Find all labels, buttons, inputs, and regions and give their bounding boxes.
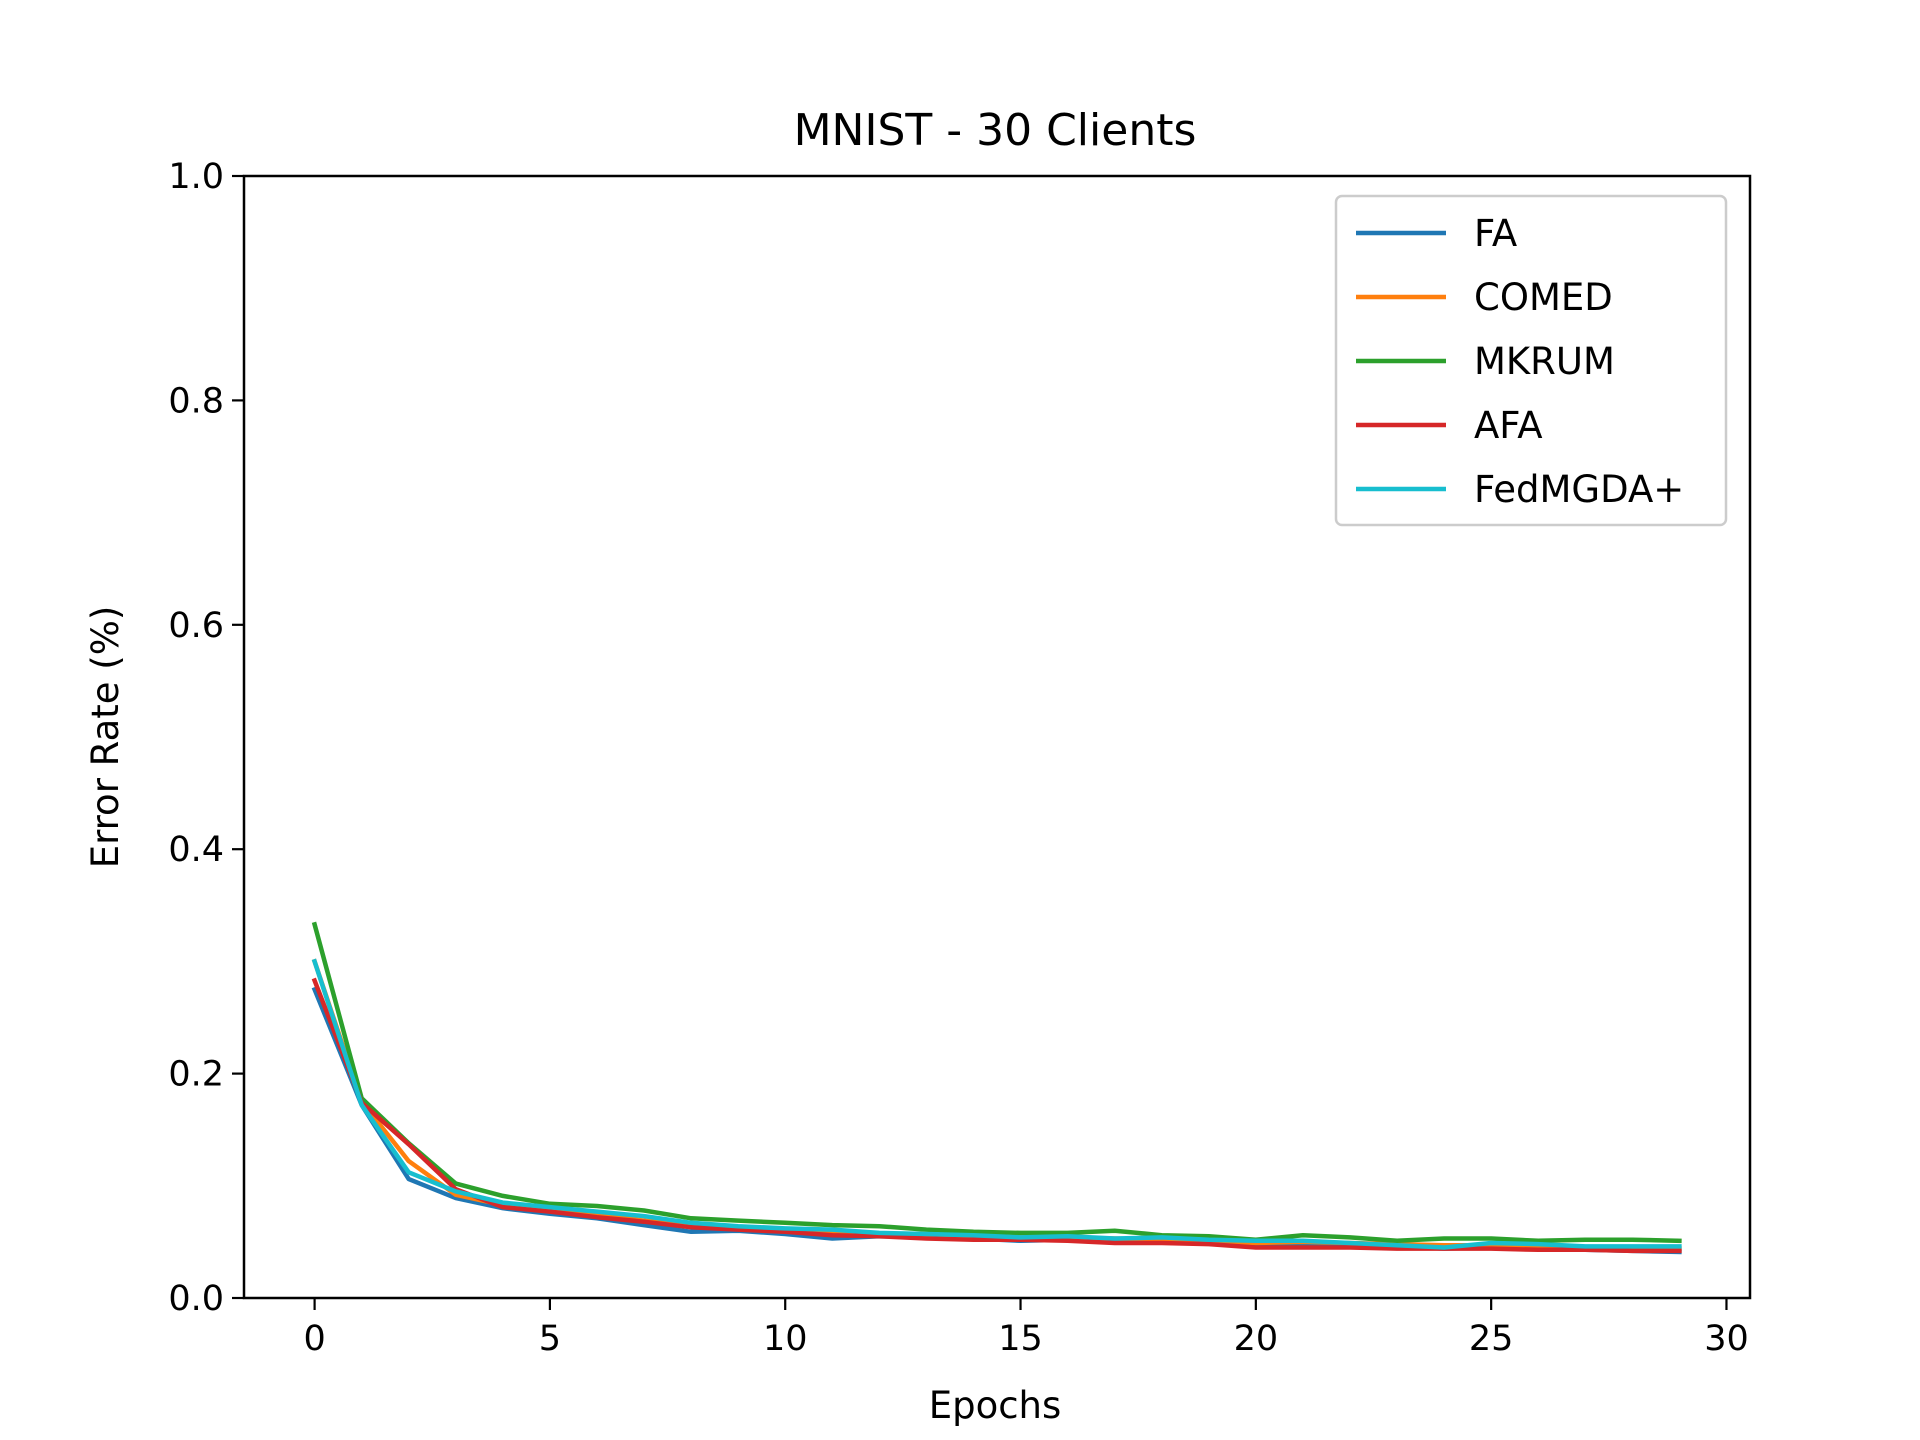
y-axis: 0.0 0.2 0.4 0.6 0.8 1.0: [168, 157, 244, 1319]
legend-label-4: FedMGDA+: [1474, 468, 1684, 511]
legend-box: [1334, 194, 1728, 527]
y-tick-label: 1.0: [168, 157, 224, 197]
y-tick-label: 0.8: [168, 381, 224, 421]
x-tick-label: 30: [1704, 1319, 1749, 1359]
y-tick-label: 0.0: [168, 1279, 224, 1319]
x-tick-label: 5: [539, 1319, 561, 1359]
plot-frame: [242, 174, 1752, 1300]
x-tick-label: 0: [303, 1319, 325, 1359]
x-axis-title: Epochs: [929, 1384, 1062, 1427]
y-axis-title: Error Rate (%): [84, 606, 127, 869]
x-tick-label: 10: [763, 1319, 808, 1359]
legend-label-0: FA: [1474, 212, 1517, 255]
series-line-3: [311, 977, 1682, 1254]
x-axis: 0 5 10 15 20 25 30: [303, 1298, 1749, 1359]
legend-label-2: MKRUM: [1474, 340, 1615, 383]
y-tick-label: 0.4: [168, 830, 224, 870]
y-tick-label: 0.2: [168, 1055, 224, 1095]
x-tick-label: 25: [1469, 1319, 1514, 1359]
series-layer: [311, 921, 1682, 1255]
series-line-2: [311, 921, 1682, 1244]
legend-label-1: COMED: [1474, 276, 1613, 319]
y-tick-label: 0.6: [168, 606, 224, 646]
series-line-0: [311, 986, 1682, 1255]
x-tick-label: 20: [1234, 1319, 1279, 1359]
chart-title: MNIST - 30 Clients: [794, 105, 1197, 156]
series-line-4: [311, 958, 1682, 1250]
legend-label-3: AFA: [1474, 404, 1543, 447]
x-tick-label: 15: [998, 1319, 1043, 1359]
legend: FA COMED MKRUM AFA FedMGDA+: [1334, 194, 1728, 527]
